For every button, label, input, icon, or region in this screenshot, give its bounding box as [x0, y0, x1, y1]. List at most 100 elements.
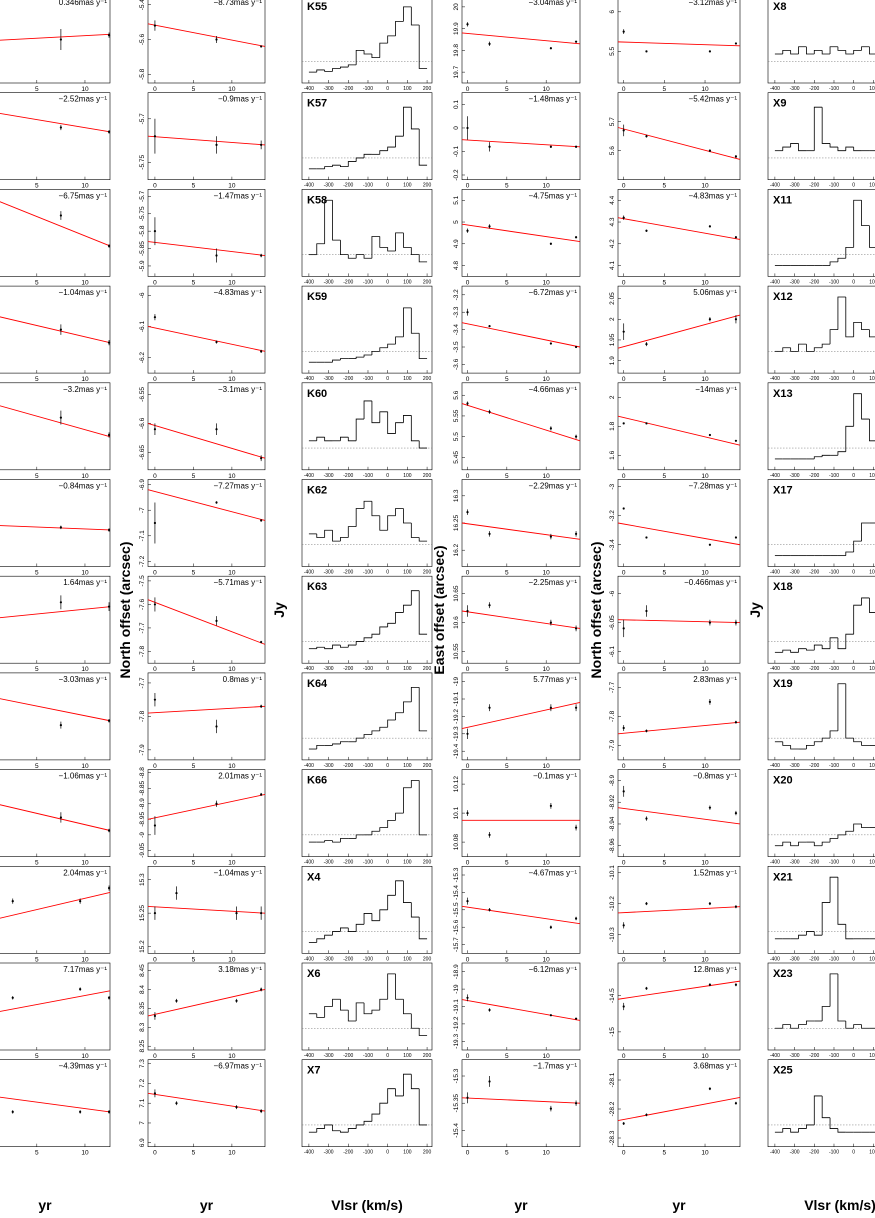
- spectrum-step: [837, 683, 846, 731]
- spectrum-step: [387, 146, 396, 151]
- x-tick-label: 0: [466, 183, 470, 190]
- data-point: [215, 254, 218, 257]
- spectrum-step: [861, 597, 870, 606]
- data-point: [260, 640, 263, 644]
- spectrum-step: [316, 745, 325, 750]
- fit-line: [147, 705, 266, 714]
- x-tick-label: 100: [869, 956, 875, 962]
- x-tick-label: 0: [852, 86, 855, 92]
- data-point: [708, 543, 712, 546]
- spectrum-step: [845, 425, 854, 452]
- data-point: [645, 729, 648, 733]
- spectrum-step: [379, 411, 388, 423]
- y-tick-label: -9.05: [139, 843, 146, 858]
- spectrum-step: [363, 637, 372, 642]
- x-tick-label: -100: [829, 1150, 839, 1156]
- x-tick-label: 5: [505, 956, 509, 963]
- spectrum-step: [837, 877, 846, 925]
- spectrum-step: [845, 924, 854, 940]
- spectrum-step: [387, 622, 396, 627]
- spectrum-step: [869, 597, 875, 613]
- source-name: K64: [307, 678, 328, 690]
- y-tick-label: -10.2: [609, 896, 616, 911]
- source-name: X9: [773, 98, 786, 110]
- x-tick-label: -400: [770, 473, 780, 479]
- x-tick-label: 0: [153, 183, 157, 190]
- data-point: [549, 621, 552, 624]
- spectrum-step: [410, 902, 420, 918]
- y-tick-label: 4.3: [609, 217, 616, 226]
- y-tick-label: 20: [453, 3, 460, 11]
- data-point: [107, 341, 111, 344]
- spectrum-step: [782, 49, 791, 54]
- x-tick-label: 10: [228, 279, 236, 286]
- panel-frame: [617, 865, 741, 954]
- fit-line: [617, 522, 741, 546]
- y-tick-label: -6: [609, 590, 616, 596]
- x-tick-label: 10: [543, 1053, 551, 1060]
- spectrum-step: [837, 1128, 846, 1133]
- x-tick-label: -100: [829, 279, 839, 285]
- x-tick-label: -400: [770, 666, 780, 672]
- x-tick-label: -200: [809, 86, 819, 92]
- spectrum-step: [798, 143, 807, 152]
- x-axis-label: yr: [672, 1197, 686, 1213]
- y-tick-label: 15.25: [139, 905, 146, 922]
- y-tick-label: -6.1: [139, 321, 146, 333]
- panel-frame: [0, 672, 111, 761]
- spectrum-step: [379, 909, 388, 921]
- data-point: [549, 926, 552, 929]
- spectrum-step: [403, 232, 412, 248]
- y-tick-label: 0.1: [453, 100, 460, 109]
- x-tick-label: 0: [852, 183, 855, 189]
- proper-motion-label: −0.9mas y⁻¹: [218, 95, 262, 104]
- spectrum-step: [418, 333, 428, 359]
- x-tick-label: 10: [543, 86, 551, 93]
- fit-line: [0, 33, 111, 41]
- fit-line: [617, 41, 741, 47]
- data-point: [645, 422, 648, 425]
- x-tick-label: 10: [543, 183, 551, 190]
- x-tick-label: -200: [343, 860, 353, 866]
- x-tick-label: -100: [363, 956, 373, 962]
- data-point: [215, 340, 218, 344]
- spectrum-step: [324, 166, 333, 169]
- data-point: [549, 535, 552, 538]
- source-name: X13: [773, 388, 793, 400]
- spectrum-step: [363, 254, 372, 259]
- x-tick-label: -300: [790, 860, 800, 866]
- data-point: [466, 996, 469, 999]
- source-name: K60: [307, 388, 327, 400]
- data-point: [79, 900, 82, 903]
- y-axis-label: North offset (arcsec): [588, 542, 604, 679]
- data-point: [549, 242, 552, 245]
- spectrum-step: [837, 834, 846, 839]
- y-tick-label: -14.5: [609, 988, 616, 1003]
- spectrum-step: [316, 436, 325, 441]
- x-tick-label: -300: [324, 860, 334, 866]
- y-tick-label: -3.6: [453, 358, 460, 370]
- y-tick-label: 5.5: [453, 432, 460, 441]
- spectrum-step: [403, 106, 412, 137]
- spectrum-step: [340, 741, 349, 744]
- fit-line: [617, 980, 741, 1000]
- spectrum-step: [371, 400, 380, 424]
- source-name: X4: [307, 871, 321, 883]
- x-tick-label: 10: [81, 86, 89, 93]
- panel-frame: [301, 769, 433, 857]
- y-tick-label: -7.8: [609, 710, 616, 722]
- spectrum-step: [355, 1002, 365, 1021]
- y-tick-label: -7: [139, 507, 146, 513]
- x-tick-label: 10: [701, 376, 709, 383]
- fit-line: [147, 794, 266, 820]
- panel-frame: [767, 865, 875, 954]
- spectrum-step: [332, 200, 341, 241]
- y-tick-label: -10.1: [609, 865, 616, 880]
- x-tick-label: -200: [809, 473, 819, 479]
- spectrum-step: [324, 69, 333, 72]
- data-point: [59, 214, 62, 217]
- panel-frame: [767, 962, 875, 1051]
- x-tick-label: -400: [304, 763, 314, 769]
- panel-frame: [617, 285, 741, 374]
